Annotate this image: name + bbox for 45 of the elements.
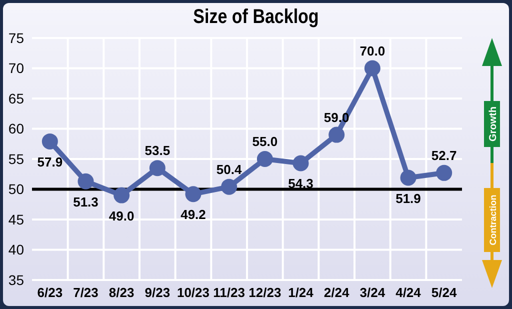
point xyxy=(364,60,380,76)
data-label: 51.9 xyxy=(396,190,421,206)
data-label: 55.0 xyxy=(252,134,278,149)
y-tick-label: 55 xyxy=(8,150,24,167)
x-tick-label: 8/23 xyxy=(108,285,134,300)
x-tick-label: 6/23 xyxy=(37,285,63,300)
point xyxy=(42,133,58,150)
y-tick-label: 40 xyxy=(8,242,24,258)
x-tick-label: 4/24 xyxy=(396,285,422,300)
point xyxy=(221,178,238,195)
x-tick-label: 10/23 xyxy=(176,285,210,300)
y-tick-label: 60 xyxy=(8,120,24,137)
data-label: 52.7 xyxy=(431,148,457,163)
data-label: 54.3 xyxy=(288,176,314,192)
data-label: 51.3 xyxy=(73,194,98,210)
point xyxy=(256,151,273,167)
x-tick-label: 12/23 xyxy=(248,285,282,300)
x-tick-label: 5/24 xyxy=(431,285,458,300)
point xyxy=(78,173,94,190)
x-tick-label: 2/24 xyxy=(324,285,350,300)
chart-title: Size of Backlog xyxy=(192,6,320,29)
point xyxy=(400,170,416,186)
y-tick-label: 35 xyxy=(8,272,24,288)
x-tick-label: 1/24 xyxy=(288,285,314,300)
y-tick-label: 45 xyxy=(8,211,24,228)
data-label: 50.4 xyxy=(216,162,242,177)
data-label: 70.0 xyxy=(360,43,386,58)
y-tick-label: 65 xyxy=(8,90,24,106)
point xyxy=(436,164,452,181)
point xyxy=(292,155,309,172)
y-tick-label: 75 xyxy=(8,30,24,46)
x-tick-label: 9/23 xyxy=(144,285,170,300)
data-label: 53.5 xyxy=(144,143,170,158)
x-tick-label: 3/24 xyxy=(360,285,386,300)
data-label: 57.9 xyxy=(37,154,63,170)
x-tick-label: 11/23 xyxy=(213,285,245,300)
x-tick-label: 7/23 xyxy=(73,285,98,300)
data-label: 49.2 xyxy=(180,207,206,222)
point xyxy=(328,126,345,143)
point xyxy=(185,186,202,202)
point xyxy=(114,187,130,204)
y-tick-label: 50 xyxy=(8,181,24,198)
data-label: 49.0 xyxy=(108,208,134,224)
y-tick-label: 70 xyxy=(8,60,24,76)
point xyxy=(149,160,166,176)
